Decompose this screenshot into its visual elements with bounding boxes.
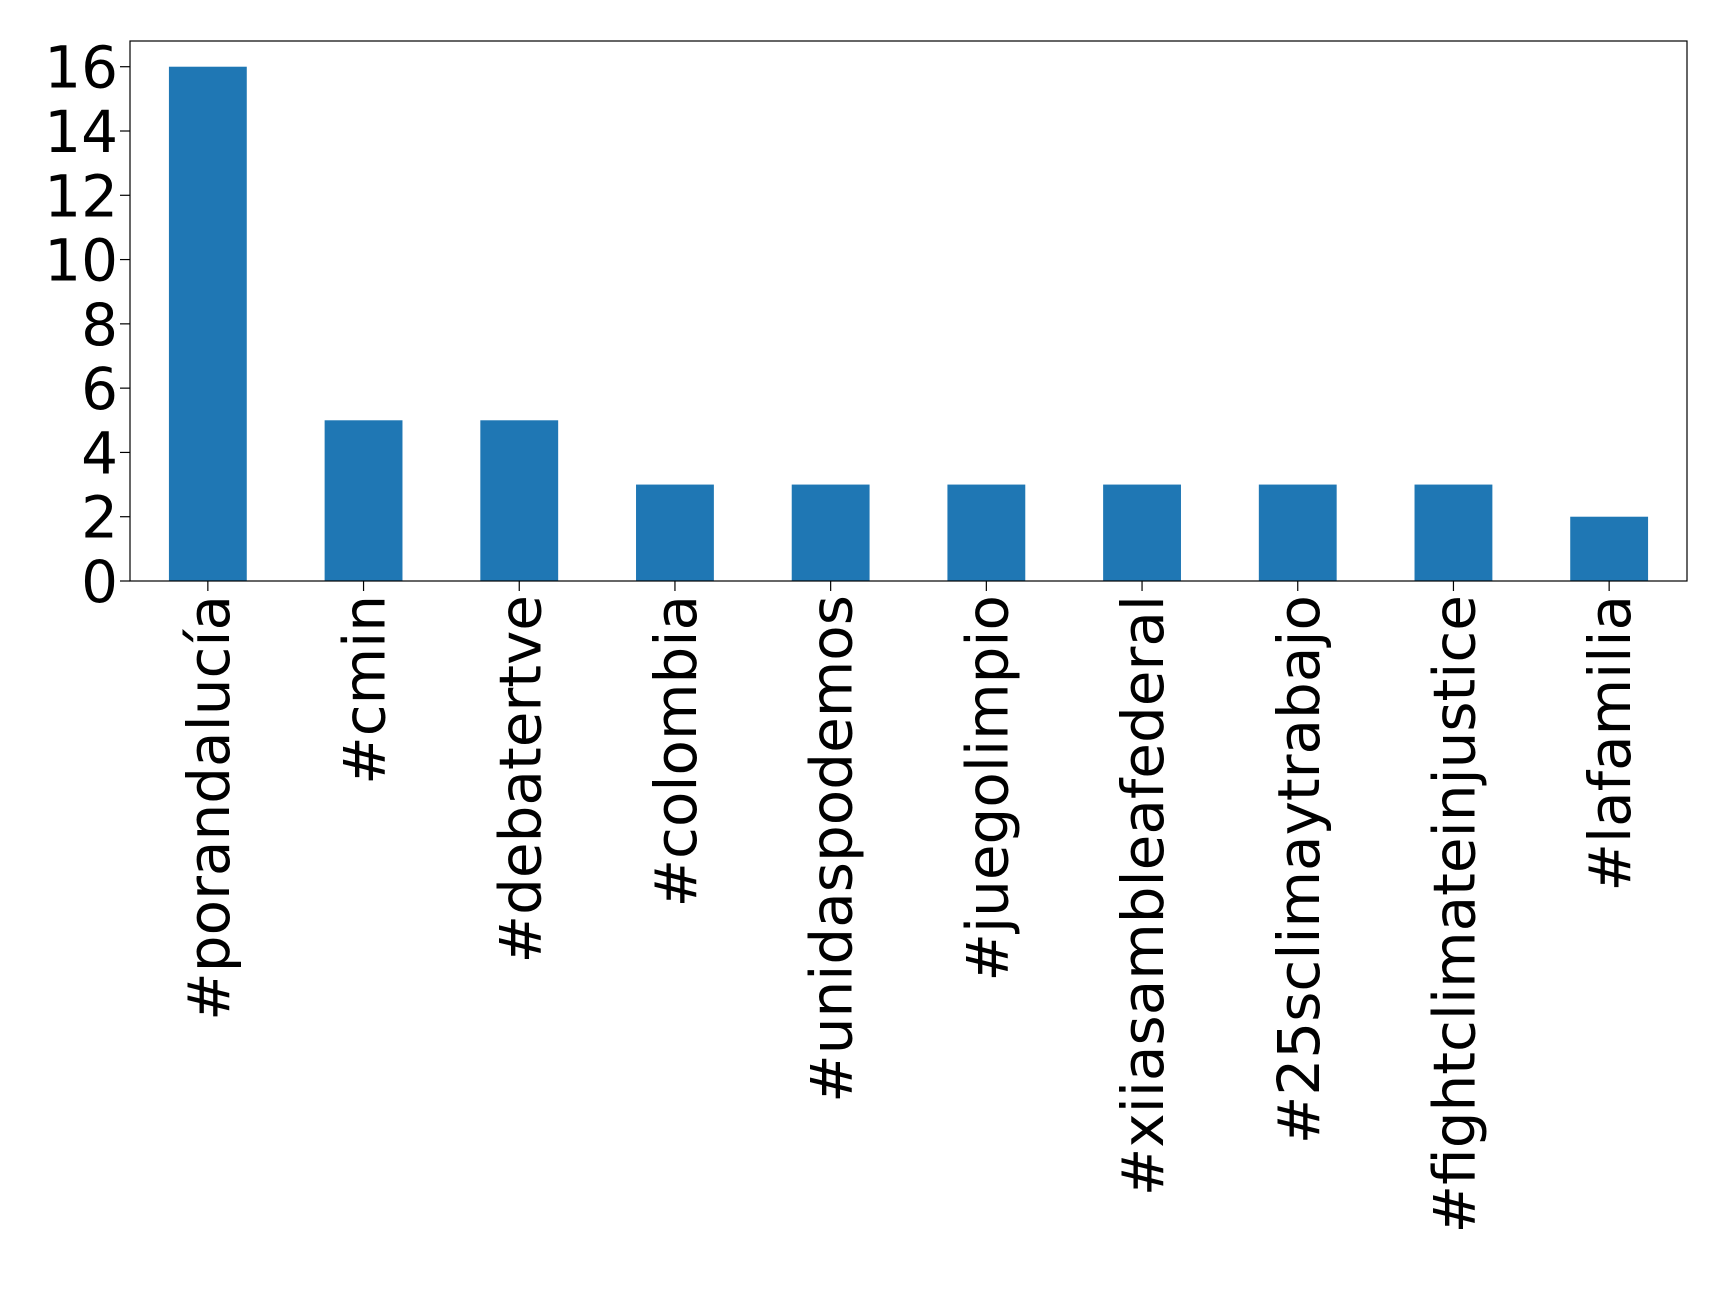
y-tick-label: 6 [81, 355, 118, 423]
y-tick-label: 2 [81, 484, 118, 552]
x-tick-label: #juegolimpio [953, 595, 1021, 982]
y-tick-label: 4 [81, 419, 118, 487]
y-tick-label: 14 [44, 98, 118, 166]
bar [480, 420, 559, 581]
x-tick-label: #fightclimateinjustice [1420, 595, 1488, 1233]
x-tick-label: #25sclimaytrabajo [1265, 595, 1333, 1144]
x-tick-label: #unidaspodemos [798, 595, 866, 1103]
bar [1414, 484, 1493, 581]
x-tick-label: #colombia [642, 595, 710, 908]
bar [168, 66, 247, 581]
x-tick-label: #porandalucía [175, 595, 243, 1021]
bar [324, 420, 403, 581]
bar [1570, 516, 1649, 581]
bar [791, 484, 870, 581]
bar [636, 484, 714, 581]
y-tick-label: 12 [44, 162, 118, 230]
x-tick-label: #cmin [331, 595, 399, 785]
y-tick-label: 16 [44, 34, 118, 102]
x-tick-label: #debatertve [486, 595, 554, 963]
y-tick-label: 0 [81, 548, 118, 616]
bar [947, 484, 1026, 581]
plot-frame [129, 40, 1688, 582]
x-tick-label: #lafamilia [1576, 595, 1644, 892]
bar [1258, 484, 1337, 581]
bar [1103, 484, 1181, 581]
y-tick-label: 10 [44, 227, 118, 295]
y-tick-label: 8 [81, 291, 118, 359]
x-tick-label: #xiiasambleafederal [1109, 595, 1177, 1196]
